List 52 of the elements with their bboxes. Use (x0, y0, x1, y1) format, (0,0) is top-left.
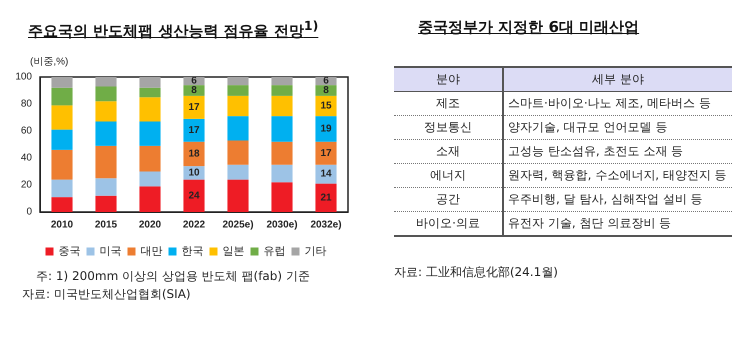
data-label: 17 (320, 148, 332, 159)
x-tick-label: 2022 (182, 220, 206, 230)
data-label: 19 (320, 123, 332, 134)
x-tick-label: 2020 (138, 220, 162, 230)
category-label: 소재 (394, 140, 503, 164)
text: 유전자 기술, 첨단 의료장비 등 (503, 212, 732, 236)
text: 우주비행, 달 탐사, 심해작업 설비 등 (503, 188, 732, 212)
y-axis-title: (비중,%) (30, 56, 68, 68)
category-label: 분야 (394, 67, 503, 92)
data-label: 8 (191, 85, 198, 96)
legend-label: 기타 (304, 246, 326, 258)
text: 고성능 탄소섬유, 초전도 소재 등 (503, 140, 732, 164)
text: 주: 1) 200mm 이상의 상업용 반도체 팹(fab) 기준 (36, 268, 310, 285)
category-label: 공간 (394, 188, 503, 212)
data-label: 17 (188, 124, 200, 136)
x-tick-label: 2025e) (222, 220, 254, 230)
data-label: 14 (320, 168, 332, 180)
category-label: 제조 (394, 92, 503, 116)
legend-label: 유럽 (264, 246, 286, 258)
data-label: 10 (188, 167, 200, 178)
x-tick-label: 2015 (94, 220, 118, 230)
text: 양자기술, 대규모 언어모델 등 (503, 116, 732, 140)
text: 원자력, 핵융합, 수소에너지, 태양전지 등 (503, 164, 732, 188)
legend-label: 한국 (182, 246, 204, 258)
x-tick-label: 2032e) (310, 220, 342, 230)
data-label: 18 (188, 148, 200, 160)
y-tick-label: 100 (15, 72, 32, 82)
y-tick-label: 0 (26, 206, 32, 218)
text: 자료: 工业和信息化部(24.1월) (394, 264, 558, 281)
y-tick-label: 80 (20, 98, 32, 110)
x-tick-label: 2010 (50, 220, 74, 230)
text: 스마트·바이오·나노 제조, 메타버스 등 (503, 92, 732, 116)
text: 세부 분야 (503, 67, 732, 92)
chart-title: 주요국의 반도체팹 생산능력 점유율 전망$^{1)}$ (28, 18, 318, 41)
text: 중국정부가 지정한 6대 미래산업 (418, 18, 640, 37)
category-label: 정보통신 (394, 116, 503, 140)
legend-label: 중국 (58, 246, 80, 258)
data-label: 21 (320, 192, 332, 204)
data-label: 8 (323, 85, 330, 96)
y-tick-label: 40 (20, 152, 32, 164)
legend-label: 대만 (140, 246, 162, 258)
x-tick-label: 2030e) (266, 220, 298, 230)
category-label: 에너지 (394, 164, 503, 188)
text: 자료: 미국반도체산업협회(SIA) (22, 286, 191, 303)
y-tick-label: 60 (20, 126, 32, 136)
data-label: 17 (188, 102, 200, 113)
category-label: 바이오·의료 (394, 212, 503, 236)
data-label: 24 (188, 190, 200, 202)
y-tick-label: 20 (20, 180, 32, 190)
legend-label: 일본 (222, 246, 244, 258)
legend-label: 미국 (100, 246, 122, 258)
data-label: 15 (320, 100, 332, 112)
